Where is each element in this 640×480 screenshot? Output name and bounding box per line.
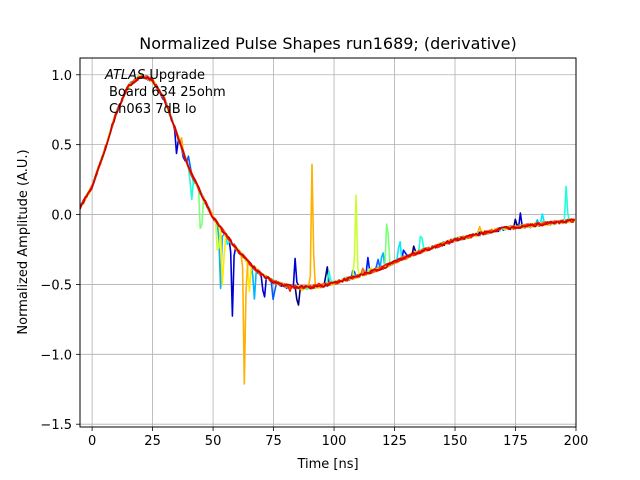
ticks-layer: 0 25 50 75 100 125 150 175 200 −1.5 −1.0 −0.5 0.0 0.5… (40, 69, 588, 449)
annotation-line-3: Ch063 7dB lo (109, 102, 196, 117)
series-layer (80, 73, 576, 385)
annotation-line-1: ATLAS Upgrade (104, 68, 205, 83)
x-tick-label: 25 (144, 434, 161, 449)
annotation-upgrade: Upgrade (145, 68, 205, 83)
y-tick-label: 0.5 (51, 139, 72, 154)
x-tick-label: 0 (88, 434, 96, 449)
axes-frame (79, 57, 577, 428)
grid-layer (80, 58, 577, 427)
y-axis-title: Normalized Amplitude (A.U.) (16, 149, 31, 334)
x-tick-label: 50 (205, 434, 222, 449)
x-axis-title: Time [ns] (296, 457, 358, 472)
x-tick-label: 150 (443, 434, 468, 449)
annotation-line-2: Board 634 25ohm (109, 85, 226, 100)
x-tick-label: 125 (382, 434, 407, 449)
x-tick-label: 200 (564, 434, 589, 449)
annotation-atlas: ATLAS (104, 68, 145, 83)
x-tick-label: 75 (265, 434, 282, 449)
x-tick-label: 175 (503, 434, 528, 449)
y-tick-label: −1.5 (40, 418, 72, 433)
x-tick-label: 100 (322, 434, 347, 449)
y-tick-label: −1.0 (40, 348, 72, 363)
atlas-annotation: ATLAS Upgrade Board 634 25ohm Ch063 7dB … (104, 68, 226, 117)
y-tick-label: 1.0 (51, 69, 72, 84)
y-tick-label: −0.5 (40, 278, 72, 293)
series-line-trace-11 (80, 75, 575, 385)
chart-title: Normalized Pulse Shapes run1689; (deriva… (139, 34, 516, 53)
series-line-trace-14 (80, 76, 575, 290)
y-tick-label: 0.0 (51, 209, 72, 224)
